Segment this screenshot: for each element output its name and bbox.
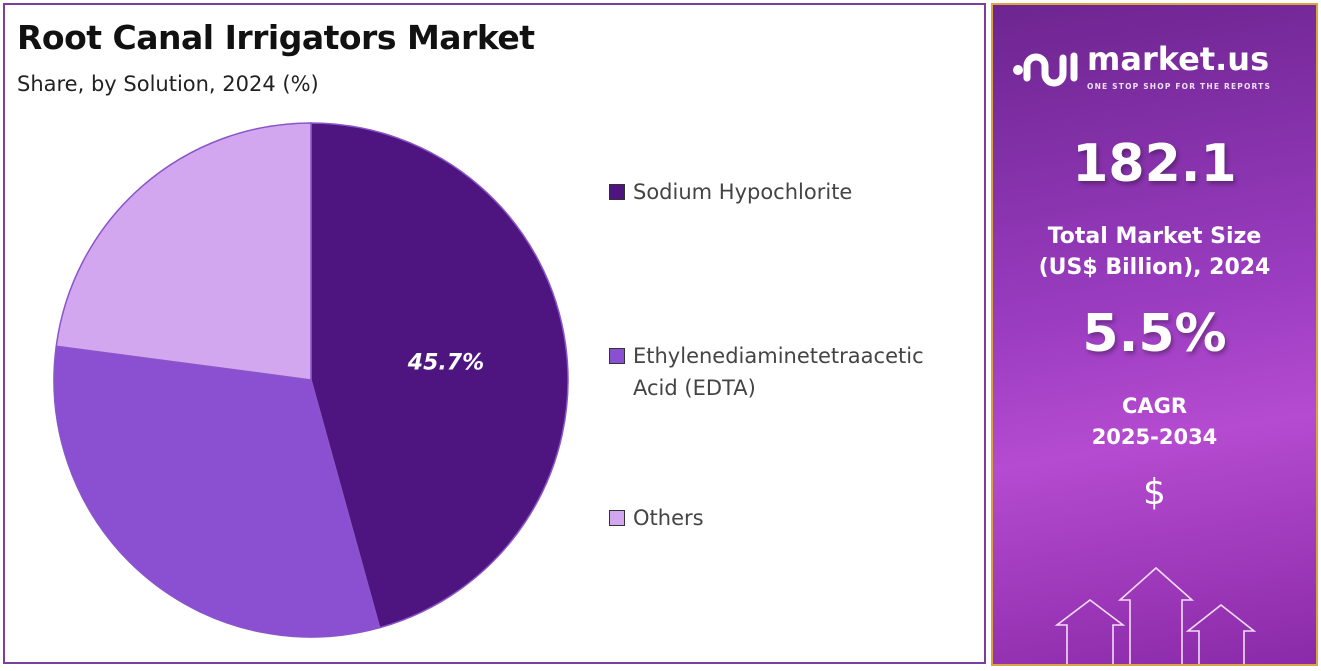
- pie-slice-1: [53, 345, 381, 638]
- legend-swatch: [609, 184, 625, 200]
- pie-data-label: 45.7%: [407, 351, 484, 376]
- brand-name: market.us: [1087, 40, 1270, 78]
- legend-item-others: Others: [609, 502, 704, 534]
- market-size-value: 182.1: [1072, 134, 1237, 194]
- growth-arrows-icon: [1054, 566, 1257, 664]
- legend-label: Others: [633, 506, 704, 530]
- pie-slice-2: [55, 122, 312, 381]
- cagr-label: CAGR 2025-2034: [1091, 394, 1218, 449]
- legend-swatch: [609, 348, 625, 364]
- cagr-value: 5.5%: [1082, 304, 1227, 364]
- chart-subtitle: Share, by Solution, 2024 (%): [17, 72, 319, 96]
- pie-chart: 45.7%: [53, 122, 569, 638]
- dollar-icon: $: [1143, 472, 1166, 513]
- brand-tagline: ONE STOP SHOP FOR THE REPORTS: [1087, 82, 1272, 91]
- legend-swatch: [609, 510, 625, 526]
- pie-slice-0: [310, 122, 569, 629]
- legend-label: Ethylenediaminetetraacetic Acid (EDTA): [633, 344, 924, 400]
- brand-logo: market.us ONE STOP SHOP FOR THE REPORTS: [1011, 39, 1271, 93]
- legend-label: Sodium Hypochlorite: [633, 180, 853, 204]
- market-size-label: Total Market Size (US$ Billion), 2024: [1038, 224, 1271, 280]
- legend-item-sodium-hypochlorite: Sodium Hypochlorite: [609, 176, 852, 208]
- chart-title: Root Canal Irrigators Market: [17, 18, 535, 57]
- summary-panel: market.us ONE STOP SHOP FOR THE REPORTS …: [991, 3, 1318, 666]
- logo-icon: [1013, 52, 1078, 87]
- chart-panel: [3, 3, 986, 664]
- legend-item-edta: Ethylenediaminetetraacetic Acid (EDTA): [609, 340, 924, 404]
